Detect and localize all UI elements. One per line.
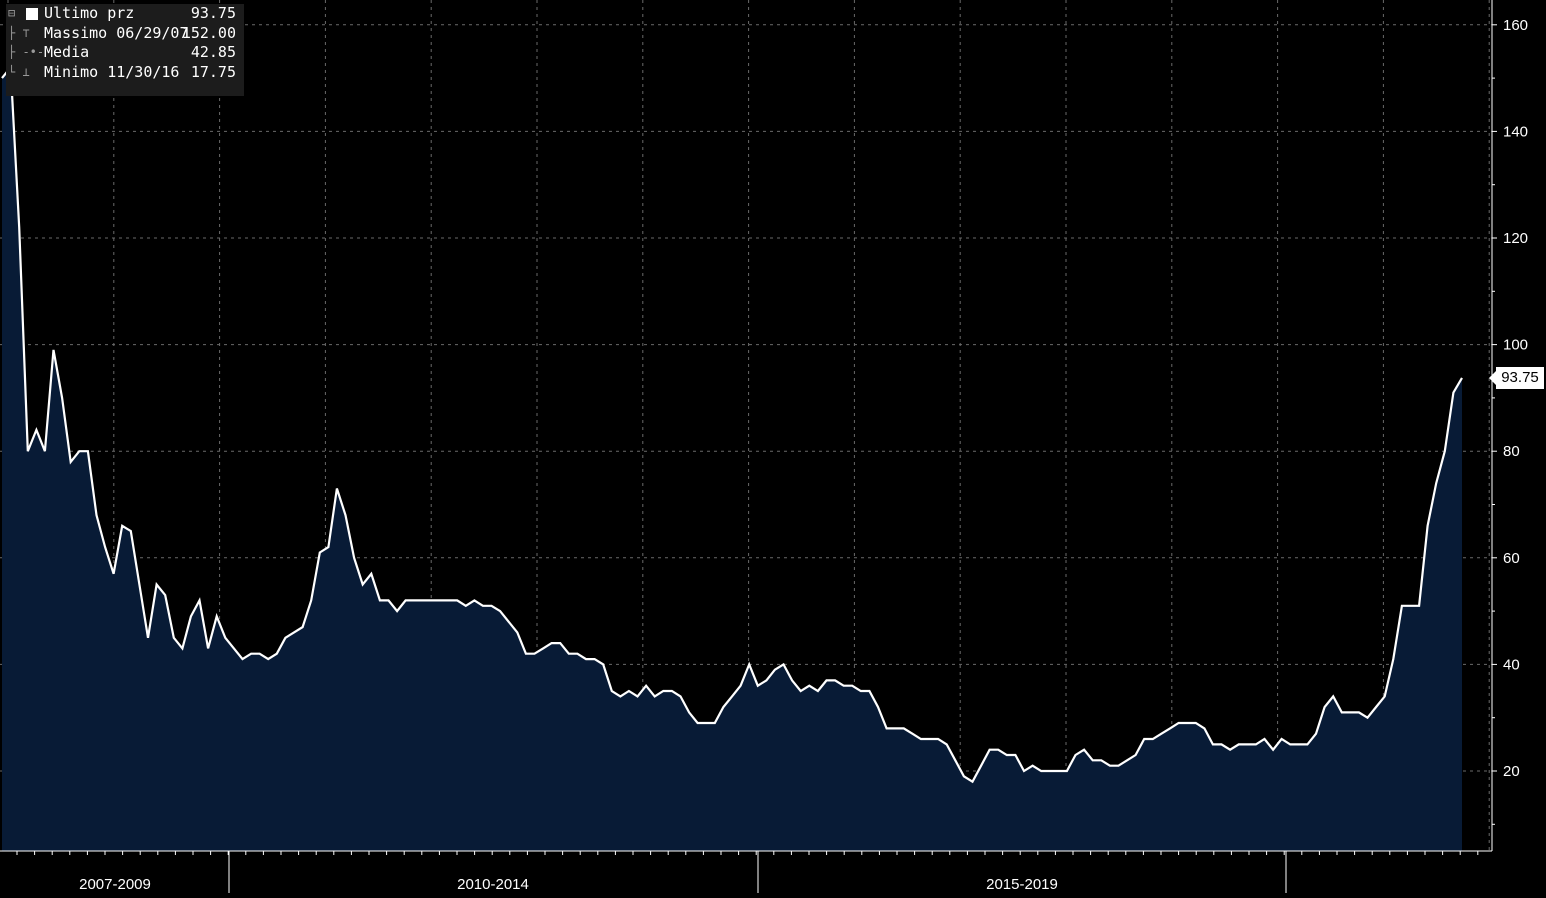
legend-mean[interactable]: ├ -•- Media 42.85 xyxy=(6,43,244,63)
series-swatch-icon xyxy=(26,8,38,20)
y-tick-label: 80 xyxy=(1503,443,1520,460)
legend-high[interactable]: ├ ⊤ Massimo 06/29/07 152.00 xyxy=(6,24,244,44)
legend-box: ⊟ Ultimo prz 93.75 ├ ⊤ Massimo 06/29/07 … xyxy=(6,4,244,96)
legend-low-value: 17.75 xyxy=(190,62,236,81)
legend-mean-value: 42.85 xyxy=(190,43,236,61)
axes xyxy=(0,0,1493,893)
legend-last[interactable]: ⊟ Ultimo prz 93.75 xyxy=(6,4,244,24)
high-marker-icon: ├ ⊤ xyxy=(8,25,30,40)
y-tick-label: 120 xyxy=(1503,230,1528,247)
mean-marker-icon: ├ -•- xyxy=(8,45,45,59)
y-axis-ticks: 20 40 60 80 100 120 140 160 xyxy=(1492,17,1528,825)
legend-last-name: Ultimo prz xyxy=(44,4,135,22)
legend-low[interactable]: └ ⊥ Minimo 11/30/16 17.75 xyxy=(6,63,244,83)
x-axis-period-labels: 2007-2009 2010-2014 2015-2019 xyxy=(79,876,1058,893)
y-tick-label: 20 xyxy=(1503,763,1520,780)
collapse-icon[interactable]: ⊟ xyxy=(8,6,16,20)
series-line xyxy=(1,64,1463,784)
x-period-label: 2007-2009 xyxy=(79,876,151,893)
series-area xyxy=(2,67,1462,851)
y-tick-label: 100 xyxy=(1503,337,1528,354)
legend-last-value: 93.75 xyxy=(190,4,236,22)
legend-mean-name: Media xyxy=(44,43,90,61)
x-period-label: 2010-2014 xyxy=(457,876,529,893)
legend-high-name: Massimo 06/29/07 xyxy=(44,23,189,42)
y-tick-label: 160 xyxy=(1503,17,1528,34)
low-marker-icon: └ ⊥ xyxy=(8,64,30,79)
y-tick-label: 140 xyxy=(1503,123,1528,140)
legend-high-value: 152.00 xyxy=(181,23,236,42)
y-tick-label: 40 xyxy=(1503,656,1520,673)
legend-low-name: Minimo 11/30/16 xyxy=(44,62,180,81)
y-tick-label: 60 xyxy=(1503,550,1520,567)
x-period-label: 2015-2019 xyxy=(986,876,1058,893)
last-price-tag: 93.75 xyxy=(1489,367,1544,389)
